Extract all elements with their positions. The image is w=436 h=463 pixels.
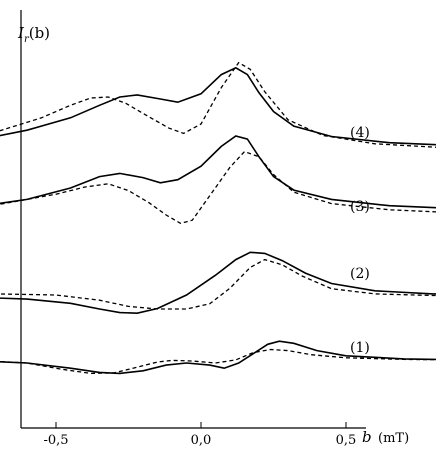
y-axis-label-arg: (b): [29, 24, 50, 42]
series-4-solid-line: [0, 66, 436, 146]
x-axis-label: b: [362, 428, 372, 446]
x-tick-label-1: -0,5: [43, 433, 68, 448]
series-1-dashed-line: [0, 348, 436, 375]
series-label-3: (3): [350, 199, 370, 215]
series-2-dashed-line: [0, 258, 436, 310]
x-tick-label-2: 0,0: [191, 433, 212, 448]
x-axis-unit: (mT): [378, 431, 409, 446]
y-axis-label-sub: r: [24, 34, 30, 45]
x-tick-labels: -1,0-0,50,00,51,0: [43, 433, 357, 448]
series-label-4: (4): [350, 125, 370, 141]
series-4-dashed-line: [0, 61, 436, 148]
series-3-dashed-line: [0, 150, 436, 225]
series-label-1: (1): [350, 340, 370, 356]
y-axis-label: Ir(b): [17, 24, 50, 45]
series-3-solid-line: [0, 135, 436, 209]
x-ticks: [55, 422, 347, 428]
series-label-2: (2): [350, 266, 370, 282]
x-tick-label-3: 0,5: [336, 433, 357, 448]
y-axis-label-main: I: [17, 24, 25, 42]
curves: [0, 61, 436, 375]
series-1-solid-line: [0, 340, 436, 375]
series-2-solid-line: [0, 251, 436, 315]
series-labels: (1) (2) (3) (4): [350, 125, 370, 356]
axes: [20, 10, 366, 429]
